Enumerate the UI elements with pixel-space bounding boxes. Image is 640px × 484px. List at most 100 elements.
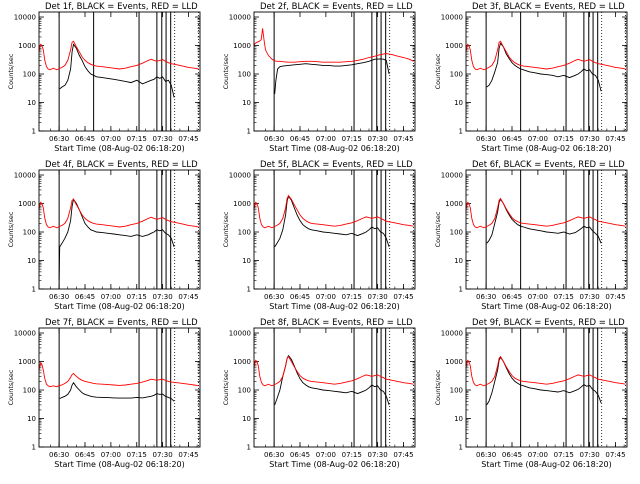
y-tick-label: 1 — [247, 128, 251, 136]
panel-det-5: Det 5f, BLACK = Events, RED = LLD Counts/… — [222, 160, 416, 311]
y-axis-label: Counts/sec — [7, 369, 15, 405]
x-tick-label: 07:30 — [580, 135, 600, 143]
panel-title: Det 4f, BLACK = Events, RED = LLD — [45, 160, 198, 170]
y-axis-label: Counts/sec — [222, 211, 230, 247]
y-tick-label: 10000 — [14, 172, 36, 180]
y-axis-label: Counts/sec — [7, 53, 15, 89]
y-tick-label: 10000 — [14, 330, 36, 338]
series-lld — [253, 28, 414, 63]
series-events — [58, 198, 175, 281]
plot-frame — [253, 11, 416, 132]
x-tick-label: 07:00 — [528, 293, 548, 301]
x-tick-label: 07:45 — [178, 135, 198, 143]
y-tick-label: 1 — [32, 444, 36, 452]
x-tick-label: 07:00 — [101, 135, 121, 143]
x-tick-label: 06:30 — [264, 451, 284, 459]
plot-frame — [465, 327, 628, 448]
panel-det-2: Det 2f, BLACK = Events, RED = LLD Counts/… — [222, 2, 416, 153]
x-tick-label: 07:45 — [605, 135, 625, 143]
y-tick-label: 10000 — [441, 14, 463, 22]
plot-frame — [38, 327, 201, 448]
y-tick-label: 100 — [23, 71, 36, 79]
y-tick-label: 100 — [23, 387, 36, 395]
x-tick-label: 07:30 — [368, 451, 388, 459]
panel-title: Det 1f, BLACK = Events, RED = LLD — [45, 2, 198, 12]
x-tick-label: 07:45 — [393, 293, 413, 301]
x-tick-label: 06:45 — [75, 451, 95, 459]
x-axis-label: Start Time (08-Aug-02 06:18:20) — [269, 460, 400, 469]
x-axis-label: Start Time (08-Aug-02 06:18:20) — [481, 460, 612, 469]
y-tick-label: 10 — [242, 257, 251, 265]
series-events — [486, 198, 602, 244]
y-tick-label: 1 — [32, 128, 36, 136]
x-tick-label: 07:15 — [342, 451, 362, 459]
x-tick-label: 07:45 — [178, 451, 198, 459]
y-tick-label: 1000 — [18, 358, 36, 366]
y-axis-label: Counts/sec — [434, 53, 442, 89]
y-tick-label: 100 — [450, 387, 463, 395]
y-tick-label: 1000 — [445, 42, 463, 50]
x-tick-label: 07:15 — [127, 293, 147, 301]
panel-title: Det 8f, BLACK = Events, RED = LLD — [260, 318, 413, 328]
x-tick-label: 06:45 — [502, 293, 522, 301]
y-tick-label: 100 — [238, 229, 251, 237]
x-tick-label: 07:15 — [127, 135, 147, 143]
panel-det-7: Det 7f, BLACK = Events, RED = LLD Counts/… — [7, 318, 201, 469]
y-tick-label: 10000 — [229, 330, 251, 338]
x-tick-label: 07:15 — [554, 293, 574, 301]
panel-title: Det 7f, BLACK = Events, RED = LLD — [45, 318, 198, 328]
plot-frame — [253, 327, 416, 448]
x-tick-label: 06:45 — [502, 135, 522, 143]
x-tick-label: 07:30 — [368, 293, 388, 301]
x-tick-label: 07:15 — [342, 135, 362, 143]
x-tick-label: 06:30 — [49, 293, 69, 301]
y-tick-label: 1000 — [18, 42, 36, 50]
y-tick-label: 10 — [242, 415, 251, 423]
series-lld — [465, 40, 626, 71]
series-lld — [253, 355, 414, 387]
series-events — [59, 381, 175, 402]
x-tick-label: 07:15 — [342, 293, 362, 301]
x-tick-label: 06:30 — [49, 451, 69, 459]
x-tick-label: 06:45 — [290, 451, 310, 459]
series-events — [274, 58, 390, 94]
series-events — [59, 43, 175, 98]
y-tick-label: 100 — [450, 71, 463, 79]
panel-det-1: Det 1f, BLACK = Events, RED = LLD Counts/… — [7, 2, 201, 153]
x-tick-label: 06:30 — [49, 135, 69, 143]
x-tick-label: 06:30 — [476, 293, 496, 301]
x-tick-label: 07:30 — [368, 135, 388, 143]
x-tick-label: 06:45 — [290, 135, 310, 143]
x-axis-label: Start Time (08-Aug-02 06:18:20) — [269, 144, 400, 153]
y-tick-label: 1 — [459, 444, 463, 452]
y-tick-label: 1000 — [18, 200, 36, 208]
y-tick-label: 100 — [23, 229, 36, 237]
y-axis-label: Counts/sec — [7, 211, 15, 247]
series-lld — [253, 194, 414, 229]
y-tick-label: 10 — [27, 257, 36, 265]
x-axis-label: Start Time (08-Aug-02 06:18:20) — [269, 302, 400, 311]
x-tick-label: 06:30 — [476, 135, 496, 143]
series-lld — [38, 40, 199, 71]
x-tick-label: 07:00 — [528, 135, 548, 143]
plot-frame — [465, 11, 628, 132]
y-tick-label: 10 — [27, 99, 36, 107]
y-tick-label: 10000 — [229, 14, 251, 22]
y-tick-label: 1 — [32, 286, 36, 294]
x-axis-label: Start Time (08-Aug-02 06:18:20) — [54, 302, 185, 311]
plot-frame — [465, 169, 628, 290]
y-axis-label: Counts/sec — [222, 53, 230, 89]
y-tick-label: 10 — [454, 415, 463, 423]
x-tick-label: 07:00 — [101, 293, 121, 301]
x-tick-label: 07:00 — [101, 451, 121, 459]
series-events — [486, 356, 602, 406]
x-tick-label: 07:15 — [554, 135, 574, 143]
x-tick-label: 07:00 — [316, 135, 336, 143]
x-tick-label: 07:15 — [554, 451, 574, 459]
panel-title: Det 6f, BLACK = Events, RED = LLD — [472, 160, 625, 170]
panel-title: Det 3f, BLACK = Events, RED = LLD — [472, 2, 625, 12]
y-tick-label: 10000 — [441, 330, 463, 338]
x-axis-label: Start Time (08-Aug-02 06:18:20) — [481, 302, 612, 311]
panel-det-4: Det 4f, BLACK = Events, RED = LLD Counts/… — [7, 160, 201, 311]
